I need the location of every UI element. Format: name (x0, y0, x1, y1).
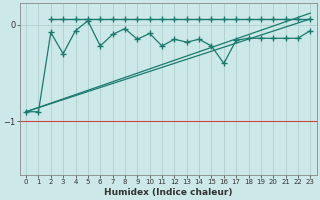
X-axis label: Humidex (Indice chaleur): Humidex (Indice chaleur) (104, 188, 232, 197)
